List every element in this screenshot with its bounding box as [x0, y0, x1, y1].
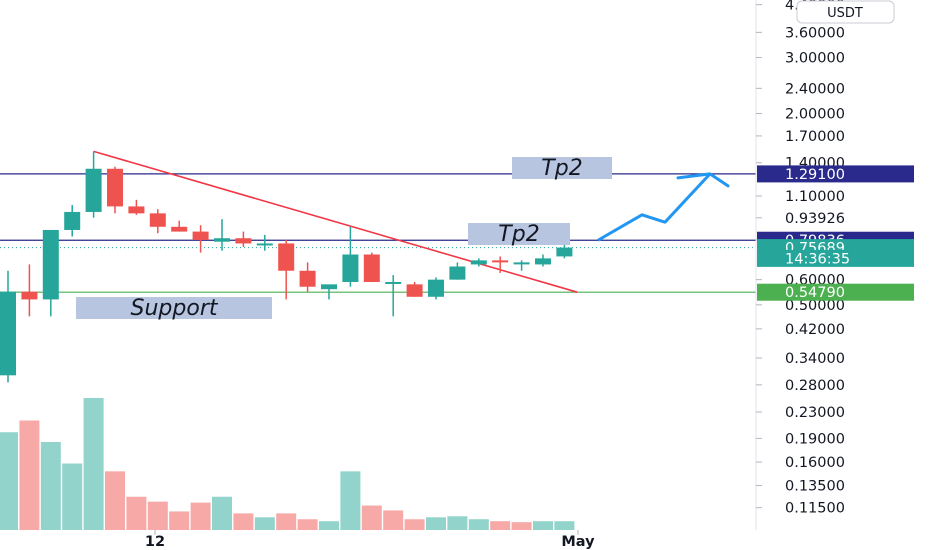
volume-bar [554, 521, 575, 530]
candle-body [321, 284, 337, 290]
price-axis-label: 1.10000 [785, 189, 845, 205]
volume-bar [361, 505, 382, 530]
volume-bar [447, 516, 468, 530]
volume-bar [62, 463, 83, 530]
price-axis-label: 2.00000 [785, 106, 845, 122]
candle-body [385, 281, 402, 284]
volume-bar [254, 517, 275, 530]
price-axis-label: 0.50000 [785, 298, 845, 314]
candle-body [107, 168, 123, 207]
candle-body [470, 260, 487, 265]
volume-bar [169, 511, 190, 530]
currency-badge[interactable]: USDT [796, 0, 895, 24]
volume-bars [0, 398, 575, 530]
candle-body [278, 243, 295, 271]
candle-body [342, 254, 359, 282]
volume-bar [490, 521, 511, 530]
projection-path [597, 172, 712, 242]
candle-body [149, 213, 166, 227]
price-axis-label: 3.60000 [785, 25, 845, 41]
volume-bar [340, 471, 361, 530]
price-axis-label: 0.34000 [785, 351, 845, 367]
annotations: Tp2 Tp2 Support [76, 156, 612, 321]
trendlines [93, 150, 730, 293]
volume-bar [126, 496, 147, 530]
volume-bar [468, 519, 489, 530]
candle-body [214, 238, 230, 242]
volume-bar [233, 513, 254, 530]
candle-body [192, 231, 209, 240]
candle-body [235, 238, 252, 244]
price-tag [757, 165, 914, 183]
volume-bar [190, 502, 211, 530]
volume-bar [212, 496, 232, 530]
price-axis-label: 2.40000 [785, 81, 845, 97]
volume-bar [426, 517, 446, 530]
annotation-label: Tp2 [541, 156, 582, 181]
price-tag-label: 14:36:35 [785, 251, 850, 267]
volume-bar [19, 420, 40, 530]
candle-body [0, 291, 16, 376]
price-axis-label: 1.70000 [785, 129, 845, 145]
volume-bar [383, 510, 404, 530]
candle-body [42, 229, 59, 300]
price-tag [757, 249, 914, 267]
candle-body [85, 168, 102, 212]
candle-body [299, 270, 316, 287]
price-axis-label: 0.93926 [785, 211, 845, 227]
candle-body [21, 291, 38, 300]
time-axis-label: May [561, 534, 595, 550]
volume-bar [319, 521, 339, 530]
annotation-box [512, 157, 612, 179]
resistance-trendline [93, 150, 578, 293]
annotation-label: Tp2 [498, 222, 539, 247]
volume-bar [147, 501, 168, 530]
candle-body [64, 211, 81, 230]
volume-bar [105, 471, 125, 530]
candle-body [171, 226, 188, 232]
candle-body [513, 262, 530, 265]
annotation-label: Support [131, 296, 219, 321]
volume-bar [40, 442, 61, 530]
currency-label: USDT [827, 6, 863, 21]
price-axis-label: 0.28000 [785, 378, 845, 394]
price-axis-label: 3.00000 [785, 51, 845, 67]
candle-body [492, 260, 509, 263]
time-axis[interactable]: 12 May [145, 530, 595, 550]
annotation-box [76, 297, 272, 319]
volume-bar [83, 398, 104, 530]
annotation-box [468, 223, 570, 245]
volume-bar [276, 513, 297, 530]
candle-body [428, 279, 444, 297]
projection-arrowhead [676, 172, 730, 188]
candle-body [449, 266, 466, 280]
candle-body [556, 247, 573, 257]
price-axis-label: 0.13500 [785, 479, 845, 495]
volume-bar [404, 519, 425, 530]
candle-body [256, 243, 273, 246]
price-axis-label: 0.19000 [785, 431, 845, 447]
candles [0, 151, 573, 383]
volume-bar [511, 522, 532, 530]
price-axis-label: 0.23000 [785, 405, 845, 421]
candle-body [406, 284, 423, 297]
candle-body [535, 258, 551, 265]
time-axis-label: 12 [145, 534, 165, 550]
volume-bar [297, 519, 318, 530]
price-axis-label: 0.11500 [785, 501, 845, 517]
volume-bar [0, 432, 18, 530]
price-tag-label: 1.29100 [785, 167, 845, 183]
price-tag-label: 0.54790 [785, 285, 845, 301]
candle-body [128, 206, 145, 214]
price-axis-label: 0.42000 [785, 322, 845, 338]
volume-bar [533, 521, 553, 530]
candle-body [363, 254, 380, 282]
horizontal-levels [0, 173, 756, 293]
price-axis-label: 0.16000 [785, 455, 845, 471]
price-tag [757, 283, 914, 301]
